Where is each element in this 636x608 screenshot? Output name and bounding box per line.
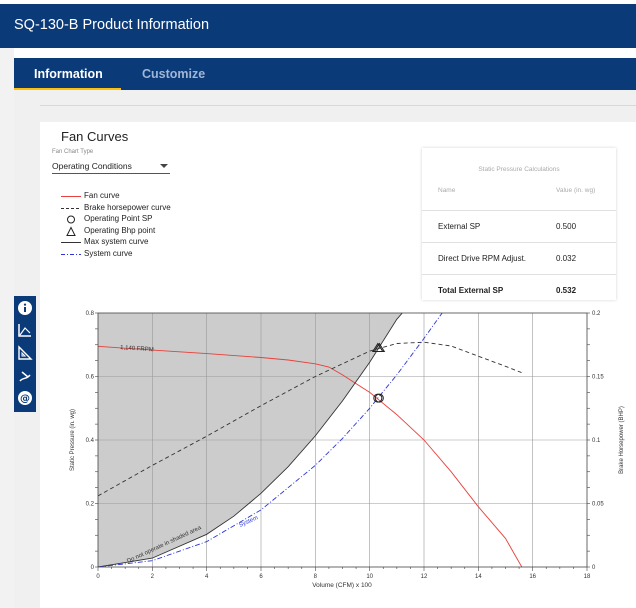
title-bar: SQ-130-B Product Information — [0, 4, 636, 48]
y-tick-label: 0.2 — [86, 502, 95, 508]
y-axis-label: Static Pressure (in. wg) — [70, 409, 76, 471]
y2-tick-label: 0.15 — [592, 375, 604, 381]
x-tick-label: 18 — [584, 574, 591, 580]
fan-curve-line — [98, 345, 523, 567]
y-tick-label: 0 — [91, 565, 95, 571]
max-system-curve-line — [98, 313, 403, 567]
static-pressure-card: Static Pressure Calculations Name Value … — [422, 148, 616, 300]
chart-series — [98, 313, 523, 567]
fan-curve-chart: 0 2 4 6 8 10 12 14 16 1800.20.40.60.800.050.10.15… — [70, 311, 625, 589]
x-tick-label: 6 — [259, 574, 263, 580]
rpm-annotation: 1,140 FRPM — [120, 345, 154, 353]
tab-customize[interactable]: Customize — [142, 67, 206, 81]
y2-tick-label: 0.2 — [592, 311, 601, 317]
page-title: SQ-130-B Product Information — [14, 17, 210, 33]
system-curve-line — [98, 313, 443, 567]
x-axis-label: Volume (CFM) x 100 — [312, 582, 372, 589]
x-tick-label: 0 — [96, 574, 100, 580]
svg-text:@: @ — [20, 394, 30, 405]
chart-ticks: 0 2 4 6 8 10 12 14 16 1800.20.40.60.800.050.10.15… — [86, 311, 605, 580]
sp-row-total: Total External SP 0.532 — [422, 274, 616, 306]
at-sign-icon[interactable]: @ — [17, 390, 33, 406]
sp-row-value: 0.532 — [556, 286, 577, 295]
divider — [40, 105, 636, 106]
static-pressure-title: Static Pressure Calculations — [478, 166, 560, 173]
chart-toolbar: @ — [14, 296, 36, 412]
x-tick-label: 8 — [314, 574, 318, 580]
y-tick-label: 0.4 — [86, 438, 95, 444]
chart-type-select[interactable]: Operating Conditions — [52, 161, 132, 171]
active-tab-indicator — [14, 88, 121, 90]
tab-bar: Information Customize — [14, 58, 636, 90]
x-tick-label: 12 — [421, 574, 428, 580]
sp-header-value: Value (in. wg) — [556, 187, 596, 194]
y2-tick-label: 0 — [592, 565, 596, 571]
x-tick-label: 4 — [205, 574, 209, 580]
fan-curves-title: Fan Curves — [61, 129, 129, 144]
operating-bhp-point — [373, 342, 386, 353]
sp-row-name: External SP — [438, 222, 481, 231]
y-tick-label: 0.8 — [86, 311, 95, 317]
chart-type-label: Fan Chart Type — [52, 149, 94, 155]
sp-row-name: Direct Drive RPM Adjust. — [438, 254, 527, 263]
x-tick-label: 16 — [529, 574, 536, 580]
chart-axes-icon[interactable] — [17, 322, 33, 338]
fan-blade-icon[interactable] — [17, 368, 33, 384]
x-tick-label: 14 — [475, 574, 482, 580]
y2-tick-label: 0.05 — [592, 502, 604, 508]
bhp-curve-line — [98, 341, 522, 497]
sp-row-external: External SP 0.500 — [422, 210, 616, 242]
sp-row-rpm-adjust: Direct Drive RPM Adjust. 0.032 — [422, 242, 616, 274]
left-gutter — [0, 48, 14, 608]
y2-axis-label: Brake Horsepower (BHP) — [619, 406, 625, 474]
y-tick-label: 0.6 — [86, 375, 95, 381]
triangle-ruler-icon[interactable] — [17, 345, 33, 361]
operating-points — [371, 342, 386, 403]
sp-row-name: Total External SP — [438, 286, 504, 295]
chevron-down-icon[interactable] — [160, 164, 168, 168]
sp-row-value: 0.032 — [556, 254, 577, 263]
chart-type-underline — [52, 173, 170, 174]
operating-point-sp — [374, 393, 384, 403]
sp-row-value: 0.500 — [556, 222, 577, 231]
y2-tick-label: 0.1 — [592, 438, 601, 444]
sp-header-name: Name — [438, 187, 456, 194]
info-icon[interactable] — [17, 300, 33, 316]
x-tick-label: 2 — [151, 574, 155, 580]
tab-information[interactable]: Information — [34, 67, 103, 81]
x-tick-label: 10 — [366, 574, 373, 580]
